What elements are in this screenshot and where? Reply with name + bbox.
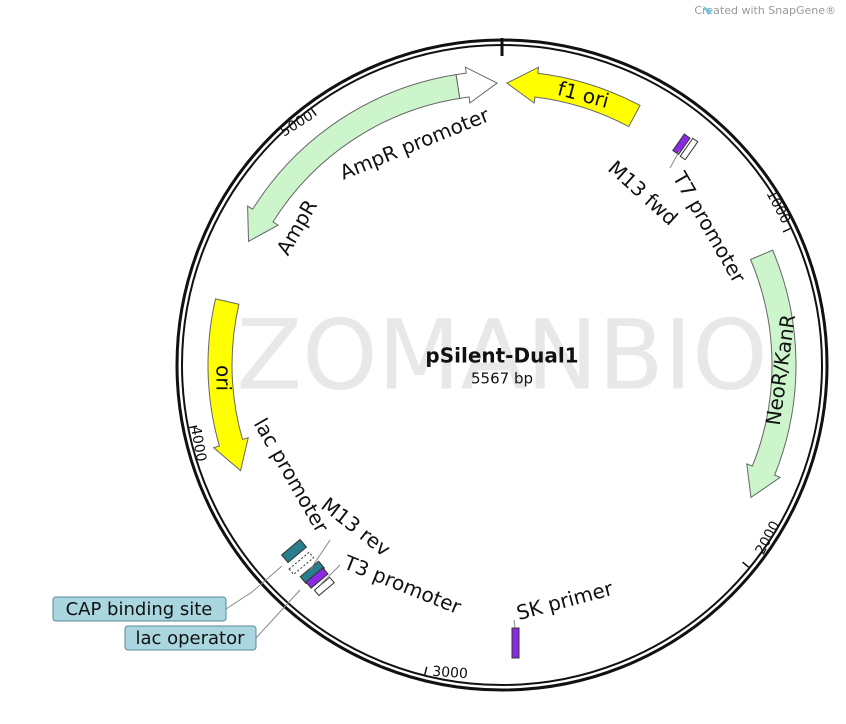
tick-mark [189, 425, 198, 429]
feature-label: T3 promoter [340, 550, 466, 619]
feature-label: lac promoter [249, 414, 334, 537]
leaders [225, 149, 681, 639]
cap-site-mark [280, 538, 308, 564]
feature-label: ori [212, 365, 236, 391]
tick-mark [782, 227, 791, 233]
tick-mark [310, 108, 317, 116]
m13-fwd-mark [672, 133, 691, 156]
tick-label: 4000 [187, 425, 209, 463]
m13-rev-mark [305, 567, 329, 589]
tick-label: 1000 [763, 188, 794, 227]
watermark: ZOMANBIO [236, 299, 767, 411]
lac-promoter-mark [288, 551, 315, 576]
ampr-arrow [247, 74, 461, 243]
tick-mark [424, 666, 428, 675]
credit: Created with SnapGene® [694, 4, 836, 17]
sk-primer-mark [511, 627, 520, 659]
ticks [189, 108, 791, 675]
ori-arrow [207, 298, 249, 472]
callout-box [124, 625, 257, 651]
tick-label: 3000 [432, 664, 469, 682]
f1-ori-arrow [505, 66, 641, 128]
plasmid-length: 5567 bp [471, 370, 533, 388]
feature-label: T7 promoter [667, 167, 751, 288]
feature-label: SK primer [514, 576, 616, 625]
t3-mark [313, 576, 335, 597]
t7-mark [679, 137, 699, 161]
callout-label: CAP binding site [66, 599, 213, 620]
tick-mark [742, 561, 750, 568]
ampr-promoter-arrow [455, 66, 499, 104]
neor-arrow [746, 249, 797, 499]
features [207, 66, 797, 499]
plasmid-name: pSilent-Dual1 [425, 344, 578, 368]
callout-label: lac operator [135, 628, 245, 649]
callout-box [52, 596, 227, 622]
logo [703, 6, 712, 15]
